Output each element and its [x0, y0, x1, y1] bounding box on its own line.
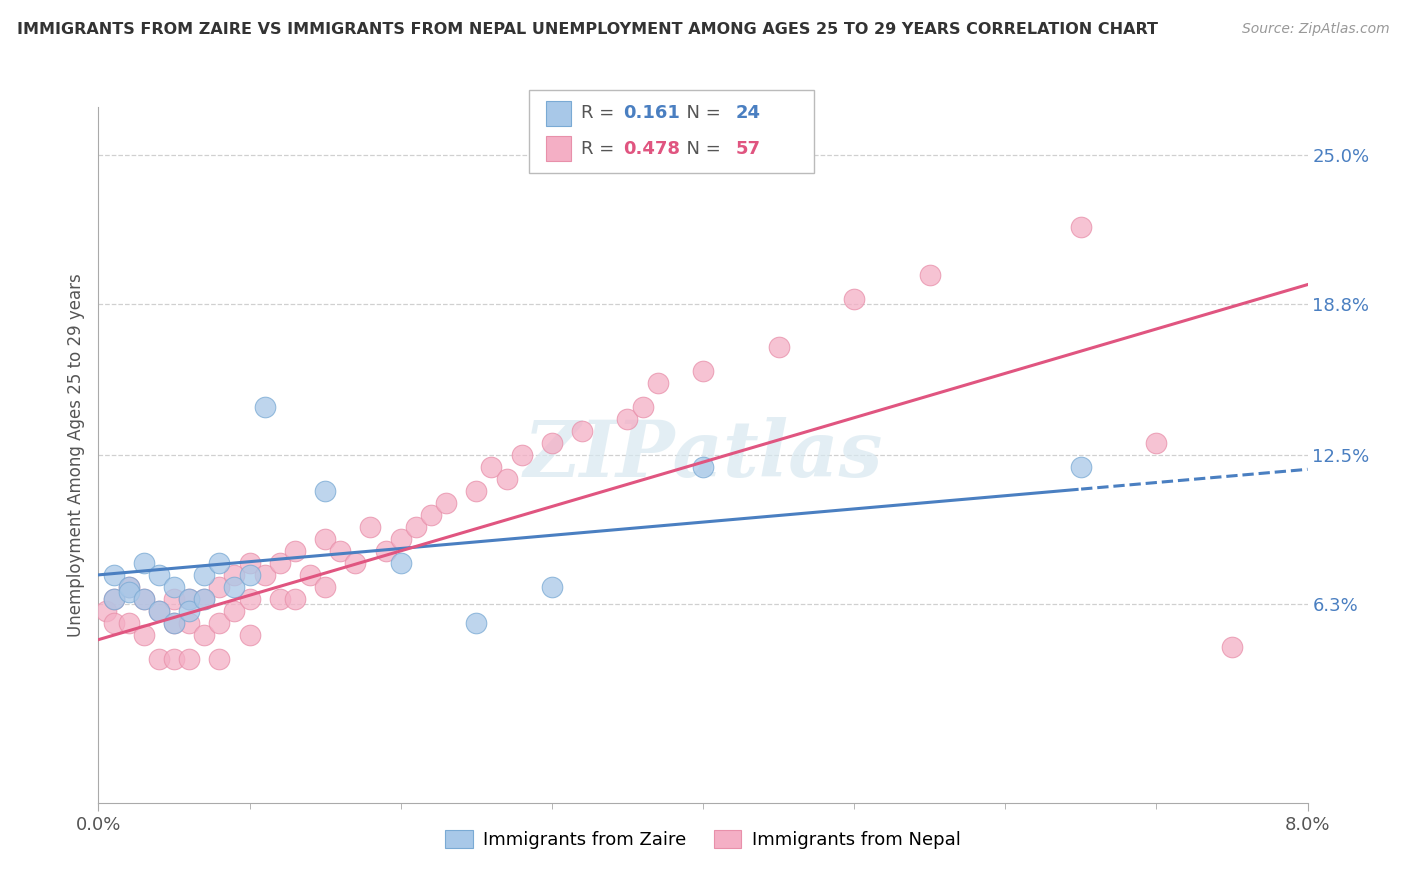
- Point: [420, 508, 443, 522]
- Point: [163, 615, 186, 630]
- Point: [94, 604, 117, 618]
- Point: [163, 591, 186, 606]
- Text: IMMIGRANTS FROM ZAIRE VS IMMIGRANTS FROM NEPAL UNEMPLOYMENT AMONG AGES 25 TO 29 : IMMIGRANTS FROM ZAIRE VS IMMIGRANTS FROM…: [17, 22, 1159, 37]
- Point: [179, 615, 201, 630]
- Text: N =: N =: [675, 140, 727, 158]
- Point: [1070, 459, 1092, 474]
- Point: [631, 400, 654, 414]
- Point: [465, 615, 488, 630]
- Point: [284, 591, 307, 606]
- Point: [540, 436, 562, 450]
- Point: [132, 591, 155, 606]
- Point: [193, 591, 215, 606]
- Point: [103, 615, 125, 630]
- Point: [193, 591, 215, 606]
- Point: [118, 580, 141, 594]
- Point: [253, 400, 276, 414]
- Point: [239, 591, 262, 606]
- Point: [103, 567, 125, 582]
- Legend: Immigrants from Zaire, Immigrants from Nepal: Immigrants from Zaire, Immigrants from N…: [439, 822, 967, 856]
- Point: [163, 615, 186, 630]
- Point: [692, 459, 714, 474]
- Point: [132, 556, 155, 570]
- Point: [224, 604, 246, 618]
- Point: [844, 292, 866, 306]
- Point: [148, 567, 170, 582]
- Point: [1220, 640, 1243, 654]
- Point: [224, 567, 246, 582]
- Text: Source: ZipAtlas.com: Source: ZipAtlas.com: [1241, 22, 1389, 37]
- Y-axis label: Unemployment Among Ages 25 to 29 years: Unemployment Among Ages 25 to 29 years: [66, 273, 84, 637]
- Point: [314, 580, 336, 594]
- Point: [269, 556, 291, 570]
- Point: [132, 591, 155, 606]
- Point: [434, 496, 457, 510]
- Text: ZIPatlas: ZIPatlas: [523, 417, 883, 493]
- Point: [163, 652, 186, 666]
- Point: [208, 556, 231, 570]
- Point: [1070, 219, 1092, 234]
- Point: [692, 364, 714, 378]
- Point: [148, 604, 170, 618]
- Point: [1146, 436, 1168, 450]
- Point: [360, 520, 382, 534]
- Point: [510, 448, 533, 462]
- Point: [647, 376, 669, 390]
- Point: [481, 459, 503, 474]
- Point: [768, 340, 790, 354]
- Point: [405, 520, 427, 534]
- Point: [208, 580, 231, 594]
- Point: [344, 556, 367, 570]
- Text: 57: 57: [735, 140, 761, 158]
- Point: [193, 567, 215, 582]
- Point: [132, 628, 155, 642]
- Point: [193, 628, 215, 642]
- Point: [179, 591, 201, 606]
- Point: [148, 652, 170, 666]
- Point: [208, 652, 231, 666]
- Point: [103, 591, 125, 606]
- Text: 0.478: 0.478: [623, 140, 681, 158]
- Text: 24: 24: [735, 104, 761, 122]
- Point: [616, 412, 638, 426]
- Point: [179, 604, 201, 618]
- Point: [239, 556, 262, 570]
- Text: 0.161: 0.161: [623, 104, 679, 122]
- Point: [239, 567, 262, 582]
- Point: [314, 483, 336, 498]
- Point: [179, 591, 201, 606]
- Point: [389, 532, 412, 546]
- Text: R =: R =: [581, 104, 620, 122]
- Point: [918, 268, 941, 282]
- Point: [465, 483, 488, 498]
- Point: [103, 591, 125, 606]
- Text: R =: R =: [581, 140, 620, 158]
- Point: [163, 580, 186, 594]
- Point: [179, 652, 201, 666]
- Point: [299, 567, 322, 582]
- Point: [148, 604, 170, 618]
- Point: [118, 615, 141, 630]
- Point: [571, 424, 593, 438]
- Point: [239, 628, 262, 642]
- Point: [253, 567, 276, 582]
- Point: [224, 580, 246, 594]
- Point: [389, 556, 412, 570]
- Point: [118, 580, 141, 594]
- Text: N =: N =: [675, 104, 727, 122]
- Point: [208, 615, 231, 630]
- Point: [329, 544, 352, 558]
- Point: [374, 544, 396, 558]
- Point: [540, 580, 562, 594]
- Point: [314, 532, 336, 546]
- Point: [269, 591, 291, 606]
- Point: [118, 584, 141, 599]
- Point: [284, 544, 307, 558]
- Point: [495, 472, 517, 486]
